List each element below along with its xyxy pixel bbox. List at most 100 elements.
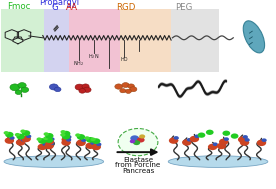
Circle shape bbox=[84, 136, 90, 140]
Circle shape bbox=[36, 137, 42, 141]
Circle shape bbox=[21, 87, 29, 92]
Bar bbox=[120, 9, 171, 72]
Circle shape bbox=[128, 84, 134, 88]
Circle shape bbox=[4, 131, 9, 135]
Circle shape bbox=[221, 142, 227, 145]
Circle shape bbox=[115, 84, 123, 89]
Circle shape bbox=[243, 135, 248, 139]
Circle shape bbox=[66, 138, 71, 142]
Circle shape bbox=[130, 135, 139, 141]
Circle shape bbox=[194, 135, 200, 138]
Bar bbox=[1, 9, 44, 72]
Circle shape bbox=[257, 140, 266, 146]
Circle shape bbox=[61, 139, 71, 146]
Circle shape bbox=[45, 133, 54, 139]
Circle shape bbox=[224, 137, 229, 141]
Circle shape bbox=[44, 143, 54, 149]
Circle shape bbox=[120, 89, 126, 93]
Circle shape bbox=[125, 89, 131, 93]
Circle shape bbox=[222, 131, 230, 136]
Circle shape bbox=[15, 133, 20, 136]
Circle shape bbox=[118, 129, 158, 156]
Circle shape bbox=[18, 83, 26, 88]
Circle shape bbox=[79, 89, 86, 93]
Circle shape bbox=[42, 143, 47, 146]
Circle shape bbox=[60, 133, 65, 137]
Circle shape bbox=[15, 90, 22, 94]
Text: Elastase: Elastase bbox=[123, 157, 153, 163]
Circle shape bbox=[81, 138, 86, 142]
Text: $\mathrm{H_2N}$: $\mathrm{H_2N}$ bbox=[88, 52, 99, 60]
Circle shape bbox=[21, 136, 31, 142]
Circle shape bbox=[49, 137, 55, 141]
Circle shape bbox=[190, 136, 199, 142]
Bar bbox=[69, 9, 120, 72]
Text: Fmoc: Fmoc bbox=[7, 2, 30, 11]
Circle shape bbox=[91, 144, 101, 150]
Circle shape bbox=[86, 137, 94, 143]
Circle shape bbox=[96, 143, 101, 146]
Circle shape bbox=[139, 134, 145, 139]
Circle shape bbox=[238, 136, 247, 143]
Circle shape bbox=[122, 83, 129, 88]
Circle shape bbox=[45, 137, 53, 143]
Circle shape bbox=[231, 133, 238, 139]
Text: Pancreas: Pancreas bbox=[122, 168, 154, 174]
Circle shape bbox=[75, 133, 80, 137]
Circle shape bbox=[54, 87, 61, 92]
Circle shape bbox=[83, 87, 91, 92]
Circle shape bbox=[130, 87, 137, 92]
Text: HO: HO bbox=[120, 57, 128, 62]
Circle shape bbox=[75, 84, 84, 90]
Circle shape bbox=[5, 137, 14, 144]
Circle shape bbox=[26, 135, 31, 138]
Circle shape bbox=[60, 130, 66, 134]
Circle shape bbox=[217, 143, 226, 149]
Circle shape bbox=[38, 138, 46, 144]
Circle shape bbox=[169, 137, 178, 144]
Circle shape bbox=[62, 134, 70, 139]
Bar bbox=[171, 9, 219, 72]
Text: G: G bbox=[52, 3, 59, 12]
Circle shape bbox=[20, 138, 26, 142]
Circle shape bbox=[174, 136, 179, 140]
Bar bbox=[44, 9, 69, 72]
Circle shape bbox=[92, 138, 100, 144]
Circle shape bbox=[90, 141, 95, 145]
Circle shape bbox=[187, 138, 192, 142]
Circle shape bbox=[130, 139, 135, 143]
Circle shape bbox=[5, 132, 14, 138]
Text: AA: AA bbox=[66, 3, 78, 12]
Circle shape bbox=[49, 84, 58, 90]
Circle shape bbox=[49, 142, 54, 145]
Circle shape bbox=[16, 139, 25, 146]
Circle shape bbox=[66, 135, 71, 139]
Circle shape bbox=[240, 139, 249, 146]
Circle shape bbox=[62, 136, 71, 143]
Ellipse shape bbox=[243, 21, 265, 53]
Circle shape bbox=[43, 136, 49, 140]
Circle shape bbox=[86, 143, 95, 149]
Text: $\mathrm{NH_2}$: $\mathrm{NH_2}$ bbox=[73, 59, 84, 68]
Circle shape bbox=[45, 139, 54, 145]
Circle shape bbox=[20, 129, 26, 133]
Circle shape bbox=[76, 140, 86, 146]
Circle shape bbox=[182, 139, 192, 146]
Circle shape bbox=[261, 138, 267, 142]
Circle shape bbox=[82, 84, 89, 89]
Text: PEG: PEG bbox=[175, 3, 192, 12]
Circle shape bbox=[22, 130, 30, 136]
Ellipse shape bbox=[4, 156, 104, 167]
Circle shape bbox=[44, 132, 49, 136]
Text: from Porcine: from Porcine bbox=[115, 162, 161, 168]
Circle shape bbox=[77, 134, 85, 140]
Circle shape bbox=[16, 134, 25, 139]
Text: RGD: RGD bbox=[116, 3, 135, 12]
Circle shape bbox=[219, 139, 229, 145]
Text: Propargyl: Propargyl bbox=[39, 0, 79, 7]
Circle shape bbox=[10, 84, 20, 91]
Circle shape bbox=[198, 132, 205, 138]
Circle shape bbox=[245, 138, 250, 142]
Circle shape bbox=[213, 143, 218, 146]
Circle shape bbox=[9, 136, 15, 140]
